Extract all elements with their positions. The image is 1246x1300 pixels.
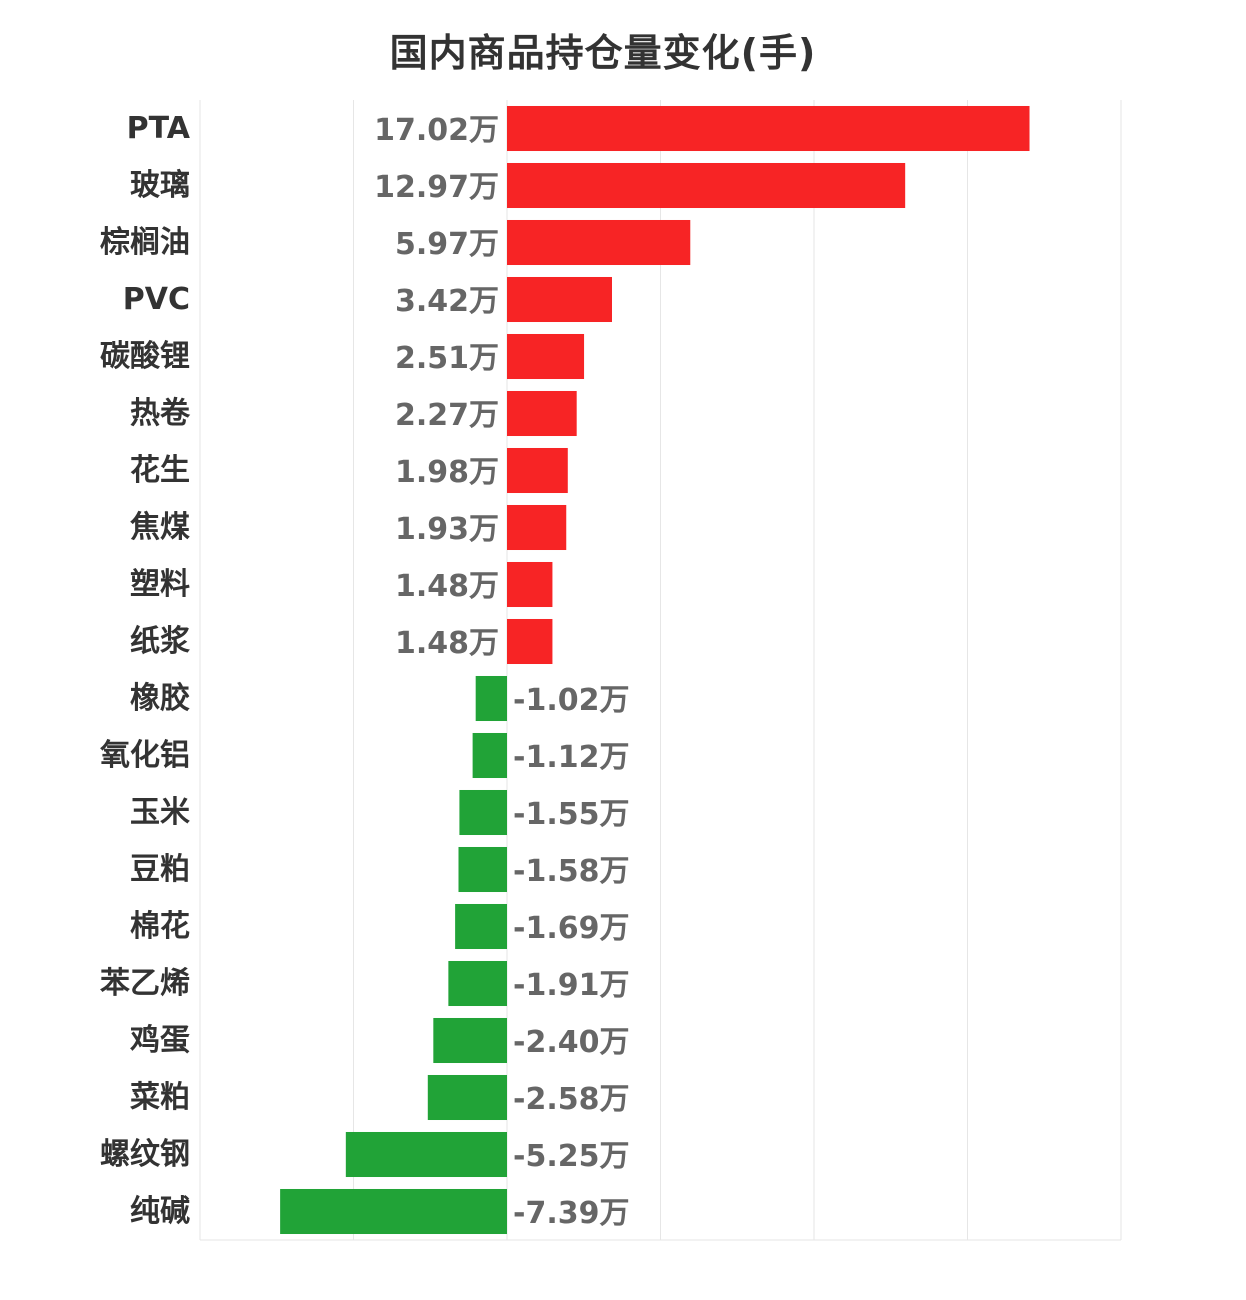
bar [507,504,567,551]
bar [507,219,691,266]
value-label: -1.58万 [513,854,629,889]
category-label: 纸浆 [130,624,190,659]
bar [507,333,585,380]
value-label: -1.69万 [513,911,629,946]
bar [507,618,553,665]
value-label: 1.98万 [395,455,499,490]
bar [475,675,507,722]
bar [507,105,1030,152]
bar [458,846,507,893]
value-label: 12.97万 [374,170,499,205]
category-label: 纯碱 [130,1194,190,1229]
category-label: 鸡蛋 [130,1023,190,1058]
bar [448,960,507,1007]
category-label: PTA [127,111,191,146]
value-label: -7.39万 [513,1196,629,1231]
bar [507,390,577,437]
bars [280,105,1030,1235]
bar [345,1131,507,1178]
value-label: -2.58万 [513,1082,629,1117]
value-label: 1.48万 [395,569,499,604]
bar [427,1074,507,1121]
value-label: 2.27万 [395,398,499,433]
category-label: 苯乙烯 [100,966,190,1001]
bar [455,903,507,950]
bar [507,276,612,323]
category-label: 螺纹钢 [100,1137,190,1172]
value-label: 3.42万 [395,284,499,319]
category-label: 豆粕 [130,852,190,887]
bar [507,561,553,608]
value-label: -5.25万 [513,1139,629,1174]
bar [459,789,507,836]
category-label: 棕榈油 [100,225,190,260]
category-label: 玻璃 [130,168,190,203]
category-label: 棉花 [130,909,190,944]
category-label: 菜粕 [130,1080,190,1115]
value-label: -2.40万 [513,1025,629,1060]
bar [433,1017,507,1064]
value-label: -1.12万 [513,740,629,775]
category-label: PVC [123,282,190,317]
value-label: -1.91万 [513,968,629,1003]
bar [507,162,906,209]
bar [472,732,507,779]
category-label: 花生 [130,453,190,488]
value-label: 1.48万 [395,626,499,661]
bar [507,447,568,494]
value-label: 1.93万 [395,512,499,547]
category-label: 焦煤 [130,510,190,545]
category-label: 塑料 [130,567,190,602]
gridlines [199,100,1122,1241]
value-label: -1.02万 [513,683,629,718]
category-label: 碳酸锂 [100,339,190,374]
value-label: -1.55万 [513,797,629,832]
category-label: 橡胶 [130,681,190,716]
value-label: 17.02万 [374,113,499,148]
category-label: 氧化铝 [100,738,190,773]
chart-title: 国内商品持仓量变化(手) [389,31,817,75]
category-label: 热卷 [130,396,191,431]
value-label: 2.51万 [395,341,499,376]
category-label: 玉米 [130,795,190,830]
value-label: 5.97万 [395,227,499,262]
bar [280,1188,507,1235]
